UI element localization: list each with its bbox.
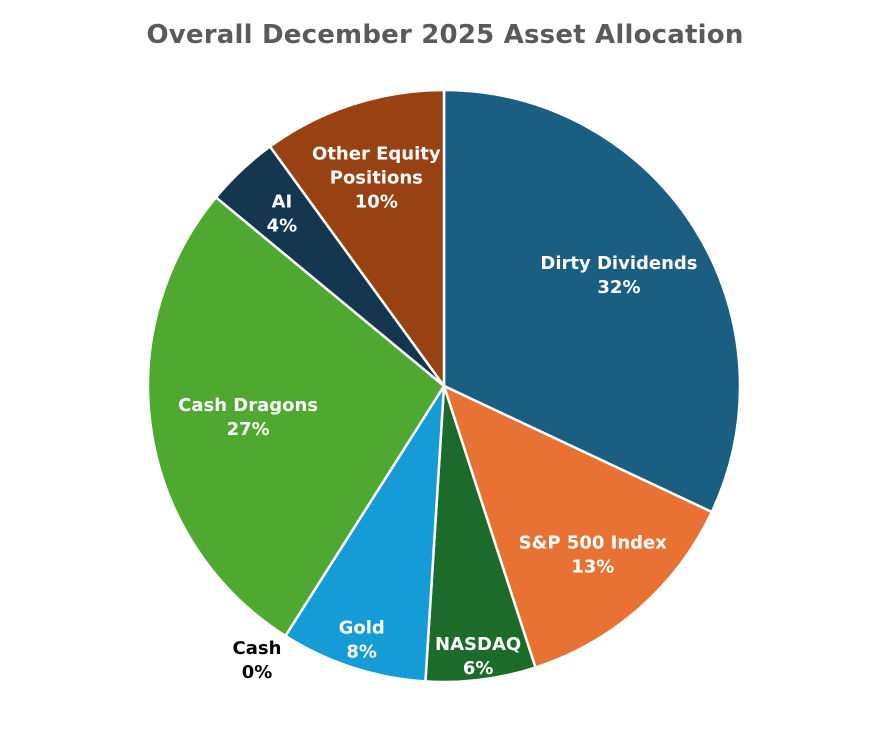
label-nasdaq-value: 6% [463,658,494,679]
label-dirty-dividends-value: 32% [597,277,640,298]
label-other-equity-positions: Other Equity Positions 10% [312,144,441,213]
slice-dirty-dividends [442,88,742,514]
slice-cash-dragons [146,196,446,638]
label-cash-dragons-name: Cash Dragons [178,395,318,416]
label-ai-name: AI [272,191,293,212]
label-sandp-500-index-name: S&P 500 Index [519,533,668,554]
pie-slices [146,88,742,684]
label-nasdaq: NASDAQ 6% [435,634,521,679]
label-other-equity-positions-value: 10% [355,192,398,213]
label-ai-value: 4% [267,215,298,236]
label-cash-dragons: Cash Dragons 27% [178,395,318,440]
label-nasdaq-name: NASDAQ [435,634,521,655]
label-sandp-500-index: S&P 500 Index 13% [519,533,668,578]
chart-title: Overall December 2025 Asset Allocation [146,20,744,50]
slice-other-equity-positions [268,88,446,388]
pie-labels: Dirty Dividends 32% S&P 500 Index 13% NASDAQ… [178,144,697,683]
label-gold-value: 8% [346,641,377,662]
label-cash-dragons-value: 27% [227,419,270,440]
label-ai: AI 4% [267,191,298,236]
label-other-equity-positions-name: Other Equity [312,144,441,165]
label-gold-name: Gold [339,617,385,638]
label-cash-name: Cash [233,638,282,659]
slice-sandp-500-index [442,384,714,669]
slice-gold [284,384,446,683]
label-cash-value: 0% [242,662,273,683]
label-gold: Gold 8% [339,617,385,662]
label-dirty-dividends-name: Dirty Dividends [540,253,697,274]
label-cash: Cash 0% [233,638,282,683]
label-dirty-dividends: Dirty Dividends 32% [540,253,697,298]
label-sandp-500-index-value: 13% [571,557,614,578]
label-other-equity-positions-name: Positions [330,168,423,189]
